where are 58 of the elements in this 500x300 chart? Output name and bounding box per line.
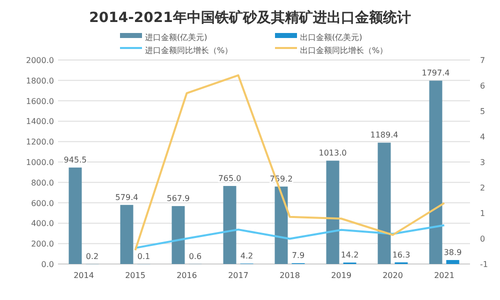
y-tick-label: 1600.0: [26, 96, 54, 106]
y2-tick-label: 6: [480, 82, 486, 90]
y-tick-label: 1000.0: [26, 158, 54, 167]
bar: [378, 142, 391, 264]
y-tick-label: 1800.0: [26, 76, 54, 86]
x-tick-label: 2020: [382, 271, 403, 280]
bar: [68, 168, 82, 264]
y2-tick-label: 4: [480, 132, 486, 142]
y2-tick-label: 2: [480, 184, 486, 192]
y-tick-label: 0.0: [41, 260, 54, 269]
y-tick-label: 600.0: [31, 198, 54, 208]
y2-tick-label: 5: [480, 107, 486, 116]
y-tick-label: 2000.0: [26, 56, 54, 65]
bar: [172, 206, 185, 264]
bar: [223, 186, 236, 264]
data-label: 38.9: [444, 248, 462, 258]
x-tick-label: 2019: [331, 271, 352, 280]
data-label: 7.9: [292, 251, 305, 260]
y-tick-label: 1400.0: [26, 117, 54, 126]
y-tick-label: 1200.0: [26, 138, 54, 147]
y2-tick-label: 1: [480, 209, 486, 218]
y2-tick-label: 7: [480, 56, 486, 65]
data-label: 4.2: [240, 252, 254, 261]
data-label: 1189.4: [370, 130, 398, 140]
bar: [429, 80, 442, 264]
bar: [120, 204, 134, 264]
bar: [326, 160, 340, 264]
data-label: 765.0: [218, 174, 242, 183]
data-label: 579.4: [115, 192, 138, 202]
x-tick-label: 2018: [280, 271, 300, 280]
y-tick-label: 200.0: [31, 240, 54, 249]
bar: [446, 260, 460, 264]
x-tick-label: 2014: [74, 271, 94, 280]
data-label: 1013.0: [318, 148, 347, 158]
data-label: 567.9: [166, 194, 190, 204]
data-label: 945.5: [64, 156, 87, 165]
y2-tick-label: -1: [480, 260, 488, 269]
y2-tick-label: 3: [480, 158, 486, 167]
y-tick-label: 400.0: [31, 219, 54, 228]
line-series: [134, 224, 446, 249]
y2-tick-label: 0: [480, 234, 486, 244]
data-label: 0.1: [137, 252, 150, 261]
x-tick-label: 2015: [125, 271, 146, 280]
x-tick-label: 2017: [228, 271, 248, 280]
data-label: 16.3: [392, 250, 410, 260]
x-tick-label: 2021: [434, 271, 454, 280]
legend-label: 出口金额(亿美元): [300, 33, 362, 42]
data-label: 0.2: [86, 252, 99, 261]
legend-label: 出口金额同比增长（%）: [300, 46, 388, 55]
data-label: 14.2: [340, 250, 359, 260]
legend-label: 进口金额(亿美元): [145, 33, 208, 42]
data-label: 1797.4: [422, 68, 450, 78]
y-tick-label: 800.0: [31, 178, 54, 188]
data-label: 0.6: [188, 252, 202, 261]
bar: [274, 186, 288, 264]
legend-label: 进口金额同比增长（%）: [145, 46, 233, 55]
x-tick-label: 2016: [176, 271, 197, 280]
chart-title: 2014-2021年中国铁矿砂及其精矿进出口金额统计: [89, 9, 411, 26]
